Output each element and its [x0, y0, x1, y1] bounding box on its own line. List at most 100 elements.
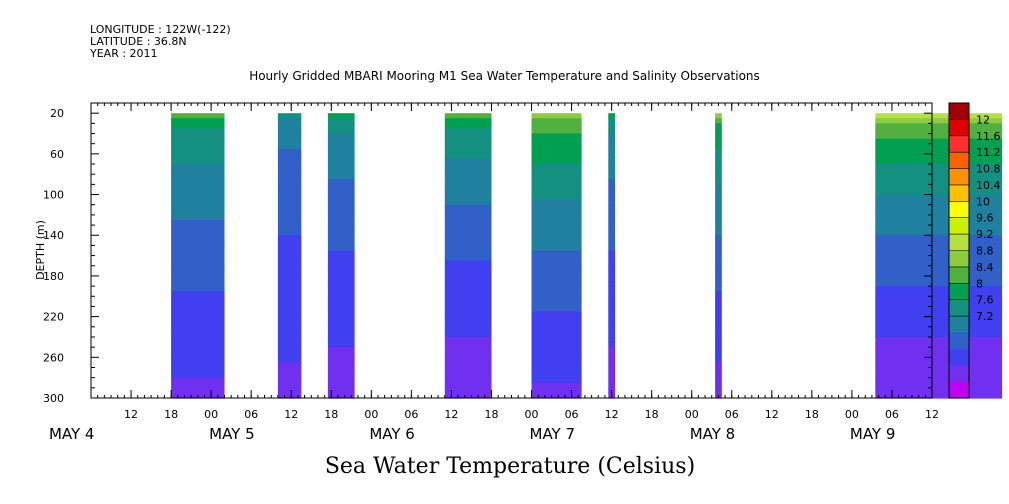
heatmap-cell [608, 316, 615, 323]
heatmap-cell [715, 118, 722, 124]
heatmap-cell [531, 194, 582, 201]
heatmap-cell [531, 387, 582, 394]
heatmap-cell [875, 392, 1003, 399]
heatmap-cell [608, 138, 615, 145]
heatmap-cell [531, 311, 582, 318]
heatmap-cell [277, 118, 302, 124]
heatmap-cell [277, 342, 302, 348]
heatmap-cell [875, 204, 1003, 211]
heatmap-cell [875, 148, 1003, 155]
x-tick-label: 12 [124, 408, 138, 421]
heatmap-cell [608, 270, 615, 277]
heatmap-cell [875, 118, 1003, 124]
heatmap-cell [171, 250, 225, 257]
heatmap-cell [608, 169, 615, 175]
heatmap-cell [715, 184, 722, 191]
heatmap-cell [277, 265, 302, 272]
heatmap-cell [608, 321, 615, 328]
heatmap-cell [171, 209, 225, 216]
heatmap-cell [715, 367, 722, 374]
heatmap-cell [608, 367, 615, 374]
heatmap-cell [715, 291, 722, 297]
heatmap-cell [277, 296, 302, 302]
heatmap-cell [608, 275, 615, 282]
heatmap-cell [875, 337, 1003, 343]
heatmap-cell [444, 326, 492, 333]
heatmap-cell [715, 321, 722, 328]
heatmap-cell [444, 291, 492, 297]
colorbar-swatch [949, 168, 969, 186]
colorbar-label: 8.8 [976, 245, 994, 258]
heatmap-cell [531, 250, 582, 257]
heatmap-cell [608, 377, 615, 384]
heatmap-cell [444, 245, 492, 252]
colorbar-label: 10.8 [976, 163, 1001, 176]
heatmap-cell [875, 382, 1003, 389]
heatmap-cell [715, 214, 722, 221]
heatmap-cell [444, 352, 492, 358]
heatmap-cell [171, 326, 225, 333]
colorbar-swatch [949, 299, 969, 317]
heatmap-cell [875, 250, 1003, 257]
heatmap-cell [444, 194, 492, 201]
y-tick-label: 140 [43, 229, 64, 242]
heatmap-cell [715, 245, 722, 252]
heatmap-cell [171, 153, 225, 160]
heatmap-cell [444, 255, 492, 262]
heatmap-cell [444, 158, 492, 165]
heatmap-cell [277, 377, 302, 384]
heatmap-cell [277, 352, 302, 358]
heatmap-cell [531, 209, 582, 216]
x-tick-label: 12 [284, 408, 298, 421]
heatmap-cell [608, 296, 615, 302]
heatmap-cell [875, 184, 1003, 191]
colorbar-swatch [949, 103, 969, 120]
heatmap-cell [171, 291, 225, 297]
heatmap-cell [608, 362, 615, 369]
heatmap-cell [277, 199, 302, 206]
heatmap-cell [277, 220, 302, 226]
heatmap-cell [327, 301, 355, 308]
heatmap-cell [875, 240, 1003, 246]
heatmap-cell [715, 148, 722, 155]
heatmap-cell [715, 301, 722, 308]
heatmap-cell [875, 347, 1003, 353]
heatmap-cell [608, 337, 615, 343]
heatmap-cell [444, 209, 492, 216]
heatmap-cell [277, 372, 302, 379]
heatmap-cell [531, 240, 582, 246]
heatmap-cell [715, 270, 722, 277]
heatmap-cell [171, 235, 225, 241]
heatmap-cell [277, 367, 302, 374]
heatmap-cell [715, 387, 722, 394]
heatmap-cell [875, 357, 1003, 363]
heatmap-cell [277, 250, 302, 257]
heatmap-cell [277, 179, 302, 185]
heatmap-cell [875, 138, 1003, 145]
heatmap-cell [277, 291, 302, 297]
heatmap-cell [715, 260, 722, 267]
heatmap-cell [875, 133, 1003, 140]
y-tick-label: 60 [50, 148, 64, 161]
heatmap-cell [327, 367, 355, 374]
heatmap-cell [715, 235, 722, 241]
heatmap-cell [277, 331, 302, 338]
heatmap-cell [171, 189, 225, 196]
heatmap-cell [715, 113, 722, 119]
heatmap-cell [171, 331, 225, 338]
heatmap-cell [715, 357, 722, 363]
heatmap-cell [608, 331, 615, 338]
heatmap-cell [715, 225, 722, 231]
x-tick-label: 18 [164, 408, 178, 421]
heatmap-cell [171, 372, 225, 379]
heatmap-cell [444, 316, 492, 323]
heatmap-cell [531, 153, 582, 160]
heatmap-cell [875, 286, 1003, 292]
heatmap-cell [531, 214, 582, 221]
x-day-label: MAY 5 [209, 425, 255, 443]
heatmap-cell [715, 194, 722, 201]
heatmap-cell [875, 372, 1003, 379]
heatmap-cell [531, 143, 582, 150]
heatmap-cell [531, 148, 582, 155]
heatmap-cell [277, 235, 302, 241]
